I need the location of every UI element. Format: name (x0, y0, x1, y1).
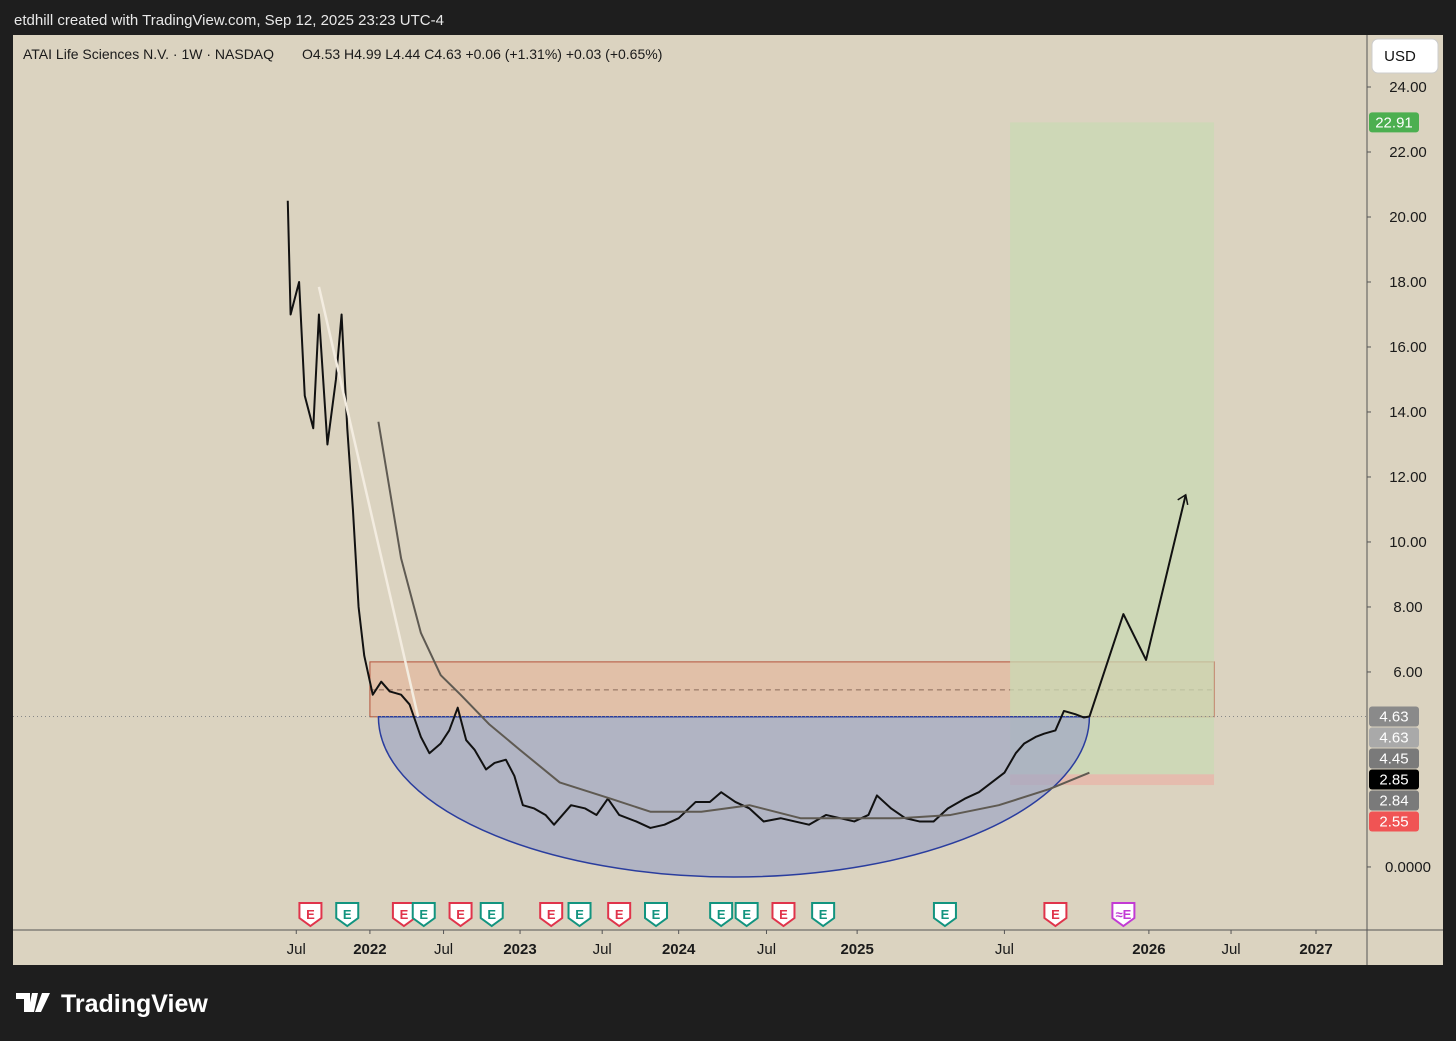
earnings-label: E (306, 907, 315, 922)
x-tick-label: 2023 (503, 941, 536, 958)
symbol-title: ATAI Life Sciences N.V. · 1W · NASDAQ (23, 46, 274, 62)
earnings-marker (411, 902, 436, 928)
currency-label: USD (1384, 48, 1416, 65)
y-tick-label: 16.00 (1389, 339, 1427, 356)
header-text: etdhill created with TradingView.com, Se… (14, 12, 444, 29)
earnings-label: E (575, 907, 584, 922)
earnings-marker (335, 902, 360, 928)
price-line (317, 286, 420, 718)
earnings-label: E (343, 907, 352, 922)
x-tick-label: Jul (757, 941, 776, 958)
ohlc-text: O4.53 H4.99 L4.44 C4.63 +0.06 (+1.31%) +… (302, 46, 662, 62)
earnings-marker (811, 902, 836, 928)
earnings-marker (298, 902, 323, 928)
earnings-label: E (456, 907, 465, 922)
earnings-label: E (819, 907, 828, 922)
zone (1010, 774, 1215, 786)
x-tick-label: Jul (434, 941, 453, 958)
y-tick-label: 18.00 (1389, 274, 1427, 291)
price-label: 2.55 (1379, 813, 1408, 830)
y-tick-label: 24.00 (1389, 79, 1427, 96)
x-tick-label: 2025 (840, 941, 873, 958)
price-label-box (1369, 706, 1419, 727)
currency-button[interactable] (1371, 38, 1439, 74)
x-tick-label: Jul (287, 941, 306, 958)
plot-area (13, 122, 1367, 878)
y-tick-label: 10.00 (1389, 534, 1427, 551)
earnings-marker (391, 902, 416, 928)
price-label-box (1369, 769, 1419, 790)
price-label-box (1369, 811, 1419, 832)
earnings-label: E (400, 907, 409, 922)
earnings-label: E (1051, 907, 1060, 922)
x-tick-label: Jul (593, 941, 612, 958)
y-tick-label: 0.0000 (1385, 859, 1431, 876)
projection-arrow (1088, 494, 1187, 718)
earnings-marker (771, 902, 796, 928)
arrow-head (1177, 493, 1189, 505)
brand: TradingView (61, 990, 208, 1018)
price-line (286, 200, 1090, 829)
price-label-box (1369, 112, 1419, 133)
earnings-marker (644, 902, 669, 928)
x-tick-label: Jul (1221, 941, 1240, 958)
y-tick-label: 12.00 (1389, 469, 1427, 486)
x-tick-label: 2024 (662, 941, 696, 958)
price-line (377, 421, 1090, 820)
price-label: 4.63 (1379, 729, 1408, 746)
earnings-marker (448, 902, 473, 928)
y-tick-label: 8.00 (1393, 599, 1422, 616)
y-tick-label: 6.00 (1393, 664, 1422, 681)
price-label-box (1369, 790, 1419, 811)
earnings-marker (539, 902, 564, 928)
price-label: 2.84 (1379, 792, 1408, 809)
earnings-label: E (941, 907, 950, 922)
tv-logo: TradingView (16, 990, 208, 1018)
x-tick-label: Jul (995, 941, 1014, 958)
earnings-label: E (652, 907, 661, 922)
earnings-marker (932, 902, 957, 928)
zone (1010, 122, 1215, 775)
earnings-marker (479, 902, 504, 928)
price-label: 4.63 (1379, 708, 1408, 725)
y-tick-label: 14.00 (1389, 404, 1427, 421)
earnings-label: E (487, 907, 496, 922)
x-tick-label: 2026 (1132, 941, 1165, 958)
earnings-marker (567, 902, 592, 928)
earnings-label: E (717, 907, 726, 922)
price-label: 2.85 (1379, 771, 1408, 788)
price-label: 22.91 (1375, 114, 1413, 131)
earnings-label: E (547, 907, 556, 922)
y-tick-label: 22.00 (1389, 144, 1427, 161)
earnings-label: E (615, 907, 624, 922)
earnings-label: E (419, 907, 428, 922)
earnings-marker (734, 902, 759, 928)
earnings-marker (709, 902, 734, 928)
x-tick-label: 2027 (1299, 941, 1332, 958)
logo-mark (16, 993, 50, 1012)
x-tick-label: 2022 (353, 941, 386, 958)
earnings-label: ≈E (1115, 907, 1131, 922)
earnings-marker (1111, 902, 1136, 928)
earnings-marker (1043, 902, 1068, 928)
earnings-marker (607, 902, 632, 928)
earnings-label: E (742, 907, 751, 922)
price-label-box (1369, 748, 1419, 769)
y-tick-label: 20.00 (1389, 209, 1427, 226)
price-label-box (1369, 727, 1419, 748)
price-label: 4.45 (1379, 750, 1408, 767)
earnings-label: E (779, 907, 788, 922)
